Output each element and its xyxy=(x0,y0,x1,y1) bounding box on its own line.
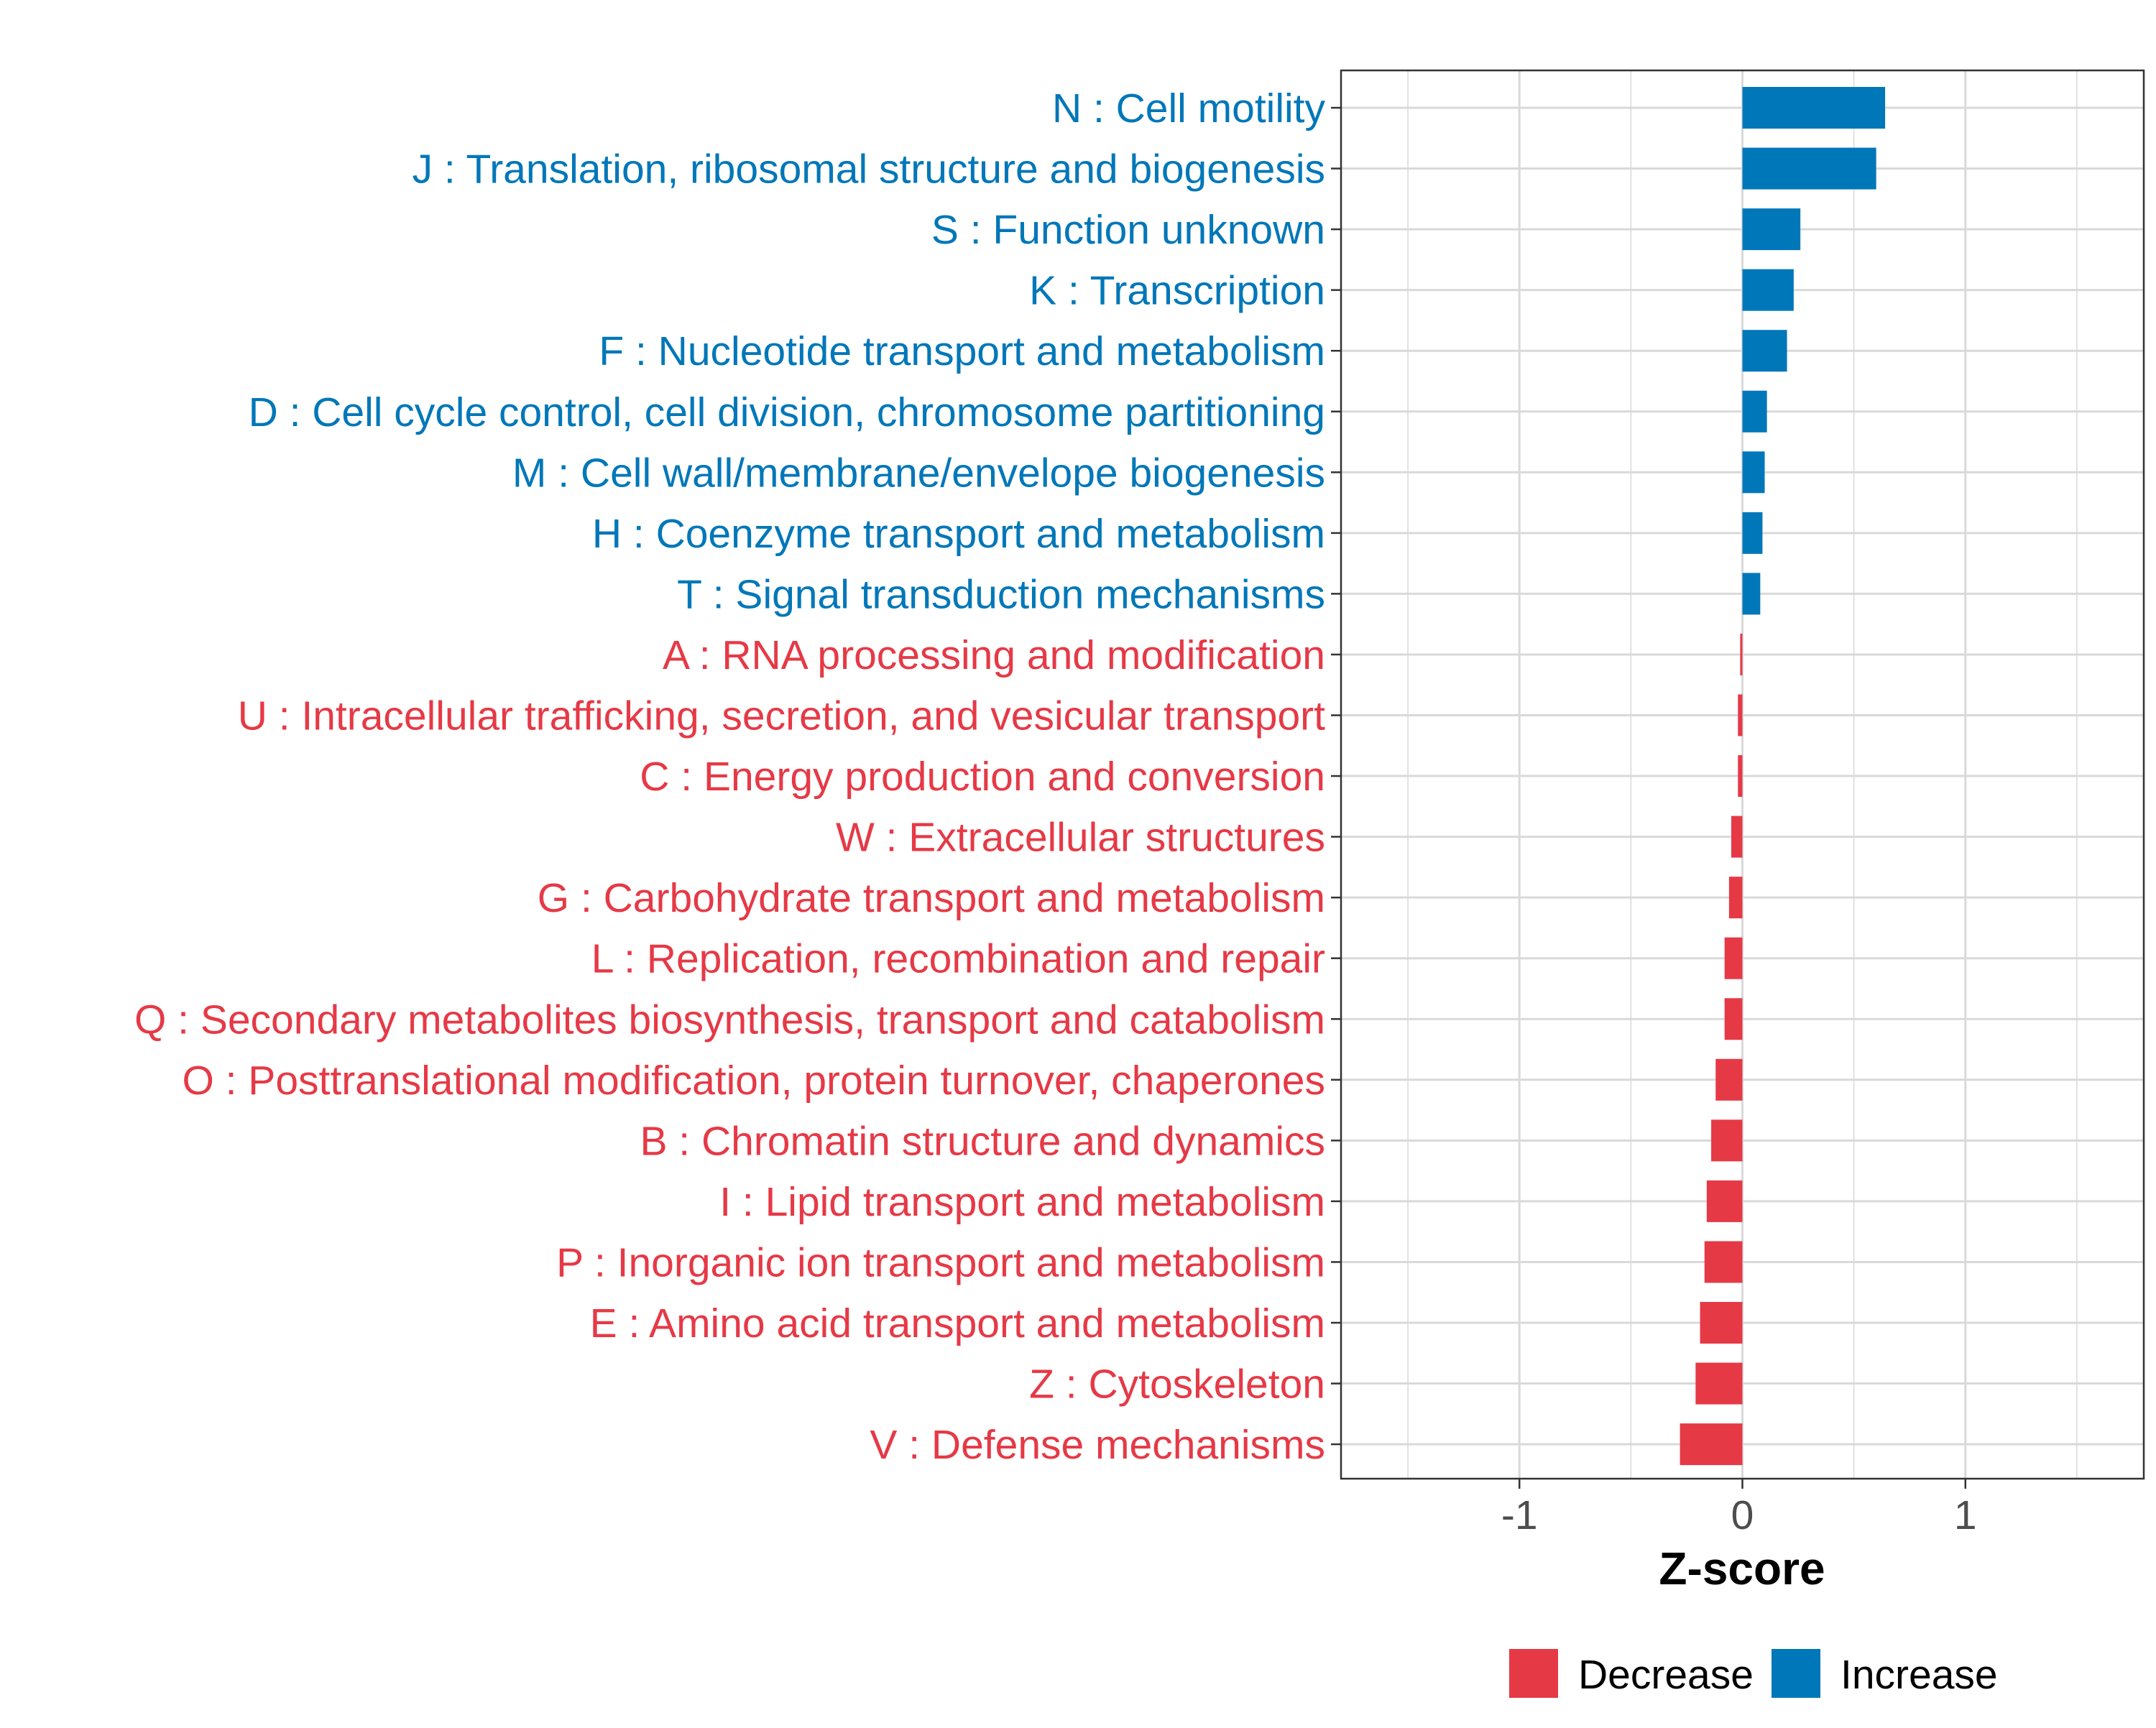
y-tick-label: E : Amino acid transport and metabolism xyxy=(590,1300,1325,1346)
bar xyxy=(1742,147,1876,190)
y-tick-label: W : Extracellular structures xyxy=(836,815,1325,861)
legend-item: Decrease xyxy=(1509,1649,1754,1698)
bar xyxy=(1706,1180,1743,1222)
bar xyxy=(1742,330,1787,372)
bar xyxy=(1724,937,1743,979)
y-tick-label: K : Transcription xyxy=(1029,268,1325,314)
y-tick-label: S : Function unknown xyxy=(931,207,1325,253)
bar xyxy=(1742,390,1767,433)
x-tick-label: 1 xyxy=(1954,1492,1977,1538)
bar xyxy=(1742,512,1763,554)
bar xyxy=(1724,998,1743,1040)
x-tick-label: 0 xyxy=(1731,1492,1754,1538)
bar xyxy=(1695,1362,1743,1405)
bar xyxy=(1742,87,1886,129)
x-axis-title: Z-score xyxy=(1659,1543,1825,1594)
bar xyxy=(1680,1423,1743,1466)
bar xyxy=(1704,1241,1743,1283)
bar xyxy=(1742,208,1801,251)
y-tick-label: T : Signal transduction mechanisms xyxy=(677,571,1325,617)
bar xyxy=(1711,1119,1743,1162)
y-tick-label: J : Translation, ribosomal structure and… xyxy=(413,147,1325,193)
y-tick-label: Z : Cytoskeleton xyxy=(1029,1362,1325,1408)
legend-label: Increase xyxy=(1841,1652,1998,1698)
y-tick-label: F : Nucleotide transport and metabolism xyxy=(599,328,1325,374)
y-tick-label: H : Coenzyme transport and metabolism xyxy=(592,511,1325,557)
y-axis: N : Cell motility J : Translation, riboso… xyxy=(134,86,1341,1468)
x-axis: -1 0 1 xyxy=(1501,1479,1977,1538)
y-tick-label: M : Cell wall/membrane/envelope biogenes… xyxy=(512,450,1325,496)
bar xyxy=(1742,269,1794,311)
bar xyxy=(1700,1302,1743,1344)
legend: Decrease Increase xyxy=(1509,1649,1998,1698)
y-tick-label: U : Intracellular trafficking, secretion… xyxy=(238,693,1325,739)
bar xyxy=(1731,816,1743,858)
bar xyxy=(1728,877,1743,919)
y-tick-label: C : Energy production and conversion xyxy=(640,754,1325,800)
y-tick-label: B : Chromatin structure and dynamics xyxy=(640,1118,1325,1164)
legend-swatch xyxy=(1772,1649,1820,1698)
bar xyxy=(1738,755,1743,798)
y-tick-label: L : Replication, recombination and repai… xyxy=(591,936,1325,982)
y-tick-label: Q : Secondary metabolites biosynthesis, … xyxy=(134,997,1325,1043)
y-tick-label: P : Inorganic ion transport and metaboli… xyxy=(556,1239,1325,1285)
y-tick-label: N : Cell motility xyxy=(1052,86,1326,131)
y-tick-label: G : Carbohydrate transport and metabolis… xyxy=(538,875,1325,921)
legend-swatch xyxy=(1509,1649,1558,1698)
bar xyxy=(1742,573,1761,615)
y-tick-label: V : Defense mechanisms xyxy=(870,1422,1325,1468)
bars xyxy=(1680,87,1886,1466)
y-tick-label: A : RNA processing and modification xyxy=(663,632,1325,678)
y-tick-label: O : Posttranslational modification, prot… xyxy=(182,1058,1325,1104)
bar xyxy=(1740,633,1743,675)
x-tick-label: -1 xyxy=(1501,1492,1538,1538)
bar xyxy=(1715,1058,1743,1101)
legend-item: Increase xyxy=(1772,1649,1998,1698)
y-tick-label: D : Cell cycle control, cell division, c… xyxy=(249,389,1325,435)
y-tick-label: I : Lipid transport and metabolism xyxy=(719,1179,1325,1225)
bar xyxy=(1738,694,1743,736)
legend-label: Decrease xyxy=(1578,1652,1754,1698)
bar xyxy=(1742,451,1765,494)
